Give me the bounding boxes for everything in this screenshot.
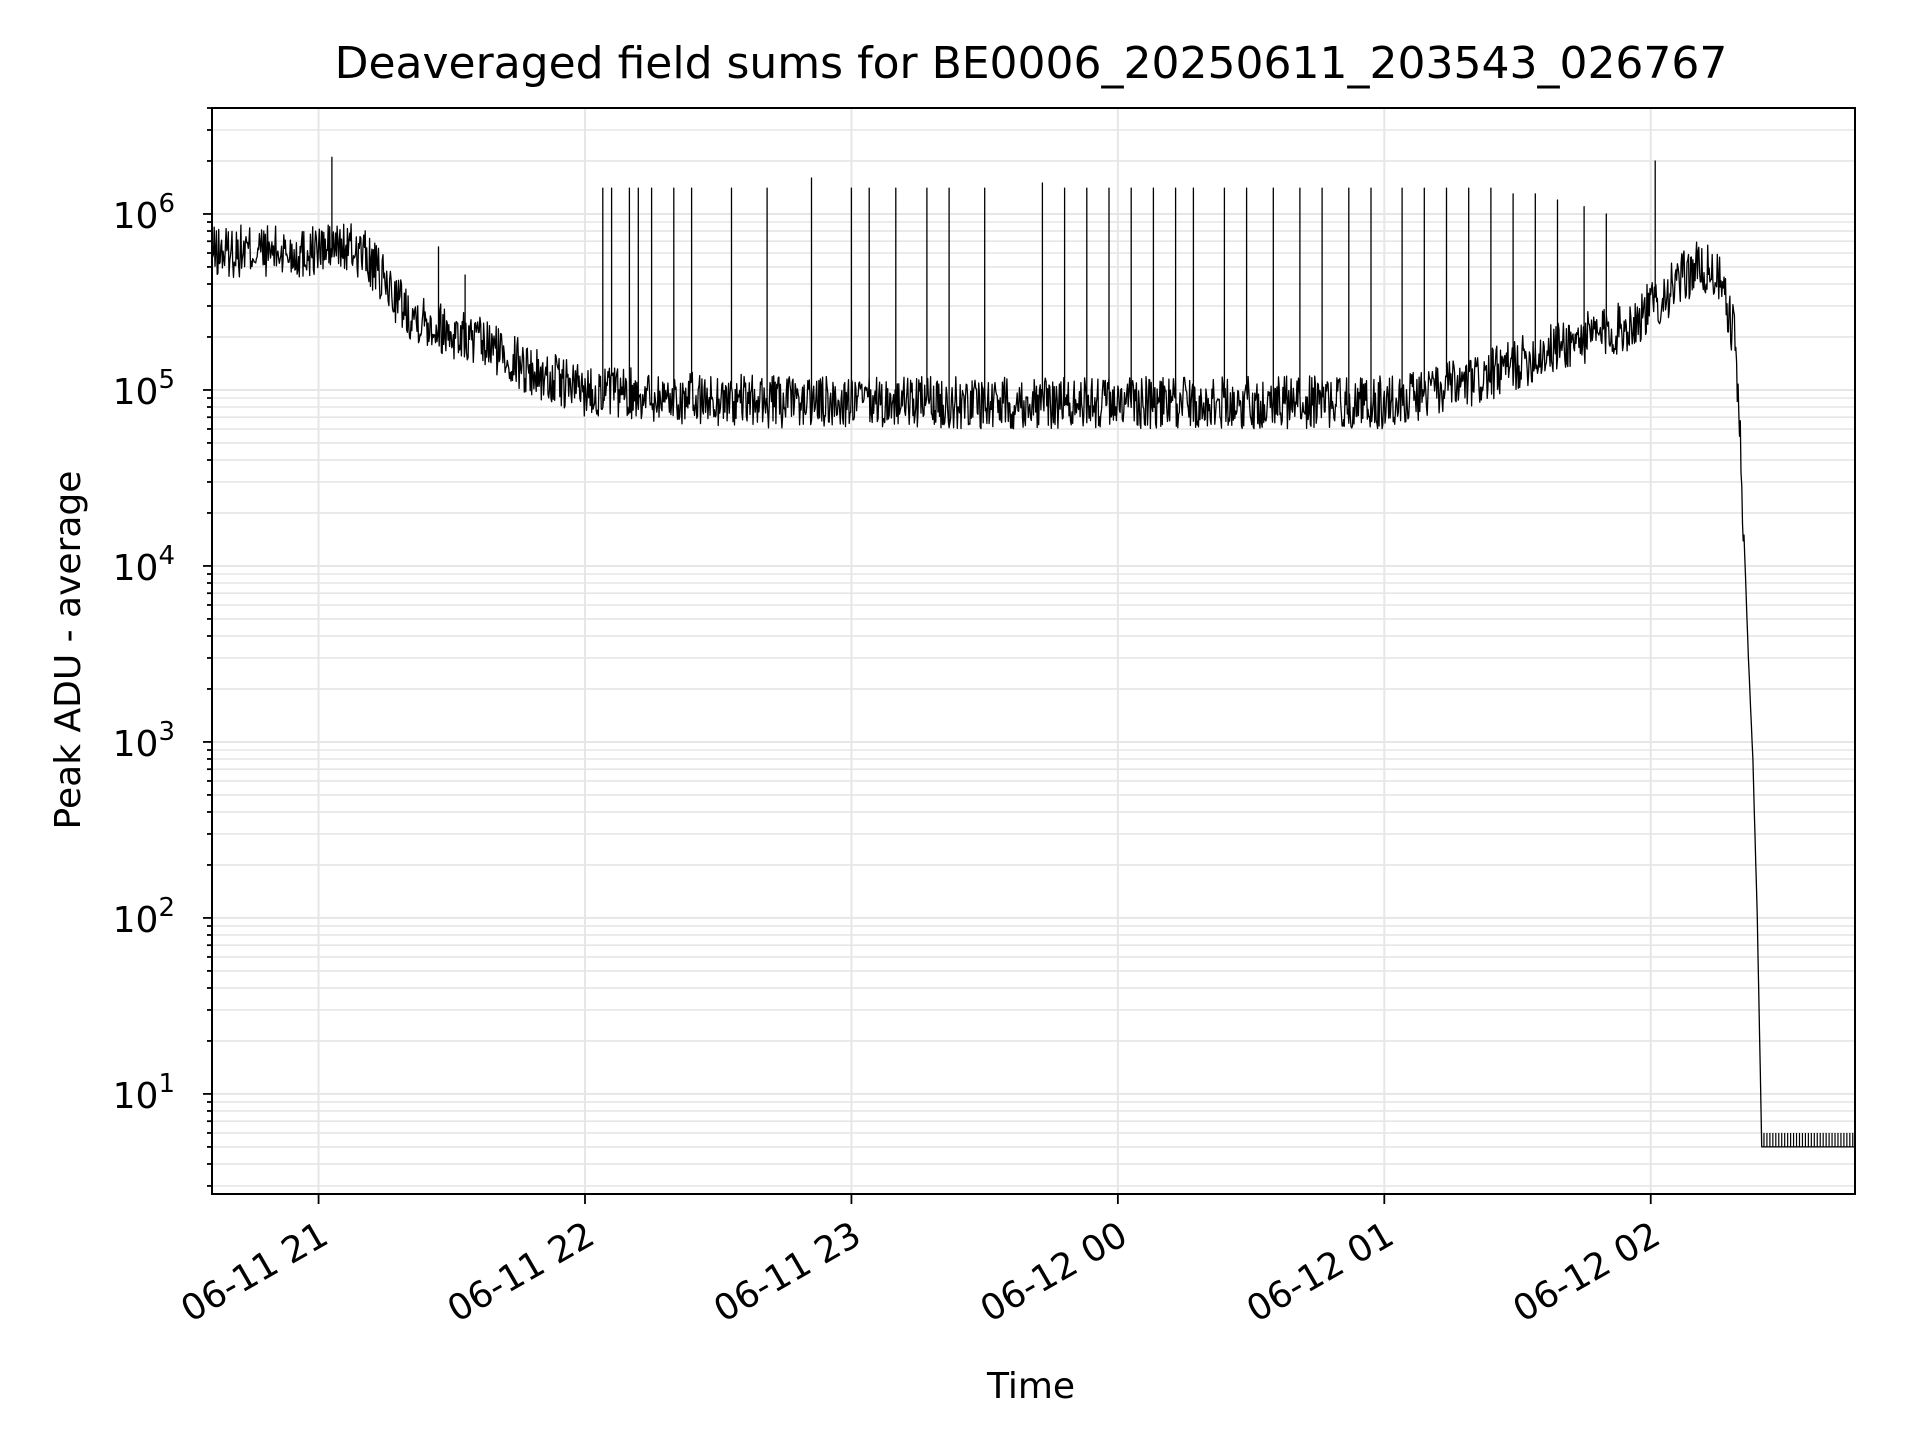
y-tick-base: 10	[113, 724, 159, 765]
y-tick-exponent: 6	[158, 189, 175, 219]
y-tick-label: 103	[113, 717, 175, 765]
y-tick-base: 10	[113, 372, 159, 413]
grid	[212, 107, 1855, 1194]
y-tick-label: 102	[113, 893, 175, 941]
y-tick-exponent: 5	[158, 365, 175, 395]
y-tick-exponent: 2	[158, 893, 175, 923]
y-axis-label: Peak ADU - average	[48, 471, 89, 830]
y-tick-label: 105	[113, 365, 175, 413]
y-tick-base: 10	[113, 1076, 159, 1117]
y-tick-label: 106	[113, 189, 175, 237]
y-tick-exponent: 3	[158, 717, 175, 747]
y-tick-base: 10	[113, 900, 159, 941]
y-tick-label: 101	[113, 1069, 175, 1117]
y-tick-exponent: 1	[158, 1069, 175, 1099]
series	[211, 156, 1855, 1148]
data-line	[211, 156, 1855, 1148]
y-tick-base: 10	[113, 196, 159, 237]
x-axis-label: Time	[986, 1366, 1075, 1407]
chart-title: Deaveraged field sums for BE0006_2025061…	[335, 38, 1728, 89]
y-tick-label: 104	[113, 541, 175, 589]
plot-frame	[211, 107, 1856, 1195]
y-tick-exponent: 4	[158, 541, 175, 571]
y-tick-base: 10	[113, 548, 159, 589]
